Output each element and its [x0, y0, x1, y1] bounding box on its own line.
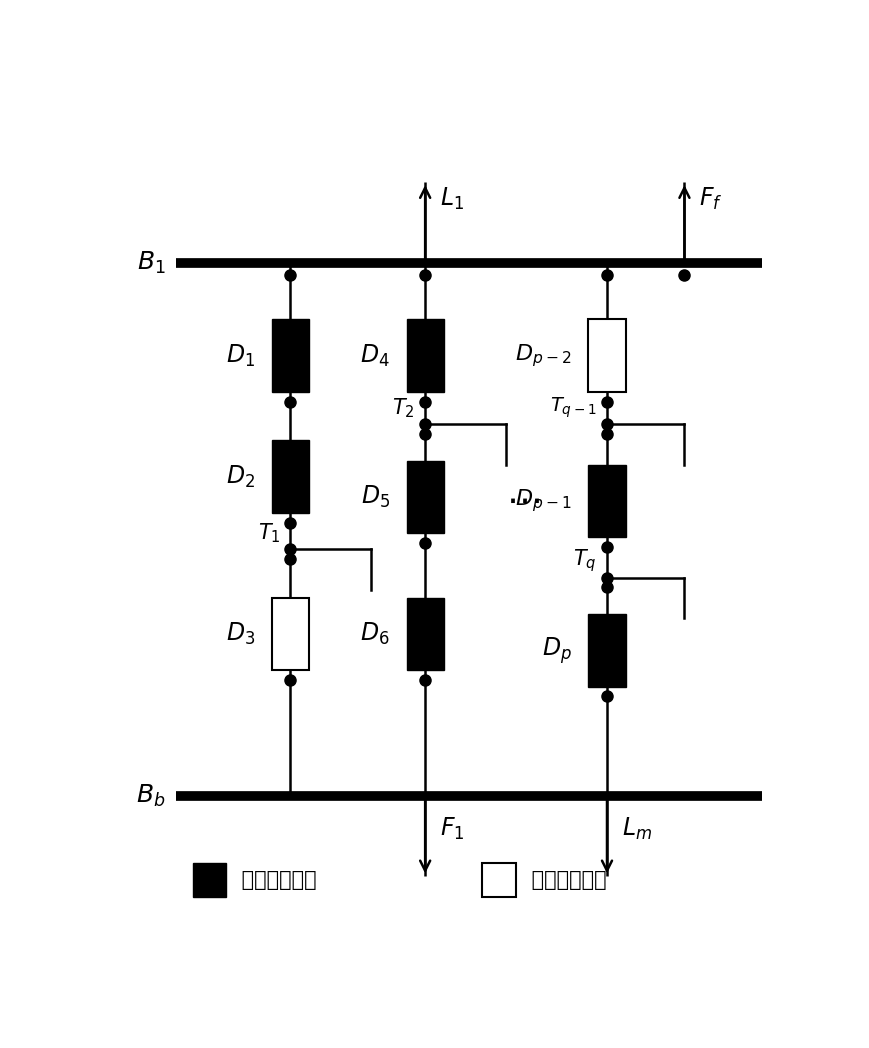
Text: $F_f$: $F_f$: [700, 187, 723, 213]
Bar: [588, 320, 626, 392]
Text: $D_{p-1}$: $D_{p-1}$: [515, 487, 572, 515]
Text: $F_1$: $F_1$: [440, 815, 464, 842]
Bar: [588, 614, 626, 686]
Text: $B_1$: $B_1$: [137, 249, 166, 276]
Text: $T_2$: $T_2$: [393, 397, 415, 420]
Text: $L_1$: $L_1$: [440, 187, 464, 213]
Bar: [272, 597, 309, 671]
Text: $D_3$: $D_3$: [226, 621, 255, 648]
Text: $D_4$: $D_4$: [360, 343, 390, 369]
Text: $D_5$: $D_5$: [361, 484, 390, 510]
Text: $B_b$: $B_b$: [136, 783, 166, 809]
Text: $D_p$: $D_p$: [541, 635, 572, 665]
Text: $D_6$: $D_6$: [361, 621, 390, 648]
Bar: [407, 597, 444, 671]
Text: $D_{p-2}$: $D_{p-2}$: [515, 343, 572, 369]
Text: $\cdots$: $\cdots$: [506, 484, 540, 518]
Bar: [193, 864, 227, 897]
Text: $T_1$: $T_1$: [258, 522, 281, 545]
Text: 断路器合位；: 断路器合位；: [235, 870, 317, 890]
Text: $D_1$: $D_1$: [226, 343, 255, 369]
Bar: [407, 320, 444, 392]
Bar: [482, 864, 516, 897]
Bar: [407, 461, 444, 533]
Text: $D_2$: $D_2$: [226, 463, 255, 489]
Bar: [272, 440, 309, 514]
Bar: [588, 464, 626, 538]
Text: 断路器开位；: 断路器开位；: [525, 870, 607, 890]
Text: $L_m$: $L_m$: [622, 815, 652, 842]
Text: $T_{q-1}$: $T_{q-1}$: [550, 396, 597, 420]
Text: $T_q$: $T_q$: [574, 547, 597, 573]
Bar: [272, 320, 309, 392]
